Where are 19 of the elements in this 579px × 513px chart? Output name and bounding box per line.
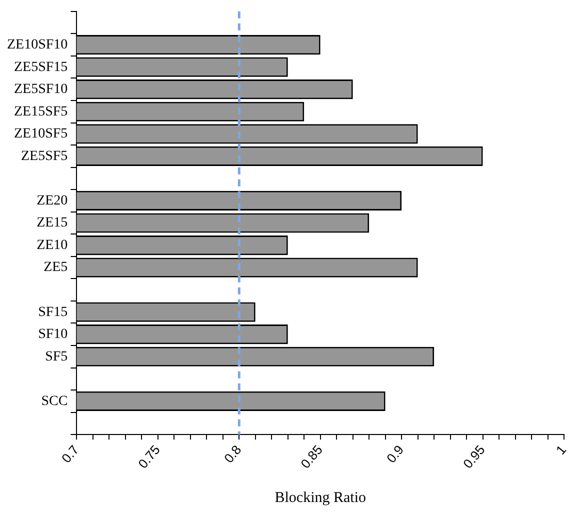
y-tick-label: ZE5SF15: [14, 60, 68, 75]
y-tick-label: ZE5SF10: [14, 82, 68, 98]
x-tick-label: 0.9: [384, 442, 407, 466]
y-tick-label: ZE10SF5: [14, 126, 68, 142]
y-tick-label: SF5: [45, 349, 68, 364]
y-tick-label: ZE15SF5: [14, 104, 68, 120]
x-tick-label: 0.7: [58, 442, 82, 466]
y-tick-label: ZE10: [36, 238, 68, 253]
x-axis-title: Blocking Ratio: [274, 490, 366, 506]
y-tick-label: SCC: [41, 394, 68, 409]
y-tick-label: ZE5: [44, 260, 68, 276]
y-tick-label: ZE15: [36, 216, 68, 231]
y-tick-label: ZE10SF10: [6, 37, 68, 52]
x-tick-label: 1: [552, 442, 570, 458]
y-tick-label: SF10: [38, 327, 68, 342]
y-tick-label: ZE20: [36, 193, 68, 208]
y-tick-label: SF15: [38, 304, 68, 320]
y-tick-label: ZE5SF5: [20, 148, 68, 164]
x-tick-label: 0.8: [221, 442, 244, 466]
